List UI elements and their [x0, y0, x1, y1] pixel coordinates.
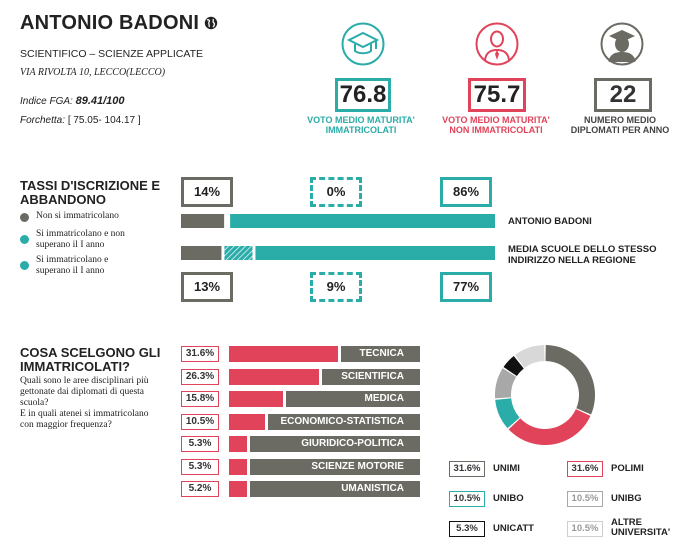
school-type: SCIENTIFICO – SCIENZE APPLICATE [20, 48, 204, 60]
discipline-name-2: MEDICA [364, 393, 404, 404]
range-value: [ 75.05- 104.17 ] [67, 115, 141, 126]
stat-value-enrolled: 76.8 [335, 78, 391, 112]
discipline-bar-red-0 [229, 346, 338, 362]
discipline-pct-4: 5.3% [181, 436, 219, 452]
legend-dot-passed [20, 261, 29, 270]
stat-label-enrolled: VOTO MEDIO MATURITA' IMMATRICOLATI [307, 115, 415, 135]
person-tie-icon [475, 22, 519, 66]
region-dropped-pct: 9% [310, 272, 362, 302]
region-bar-segment-0 [181, 246, 222, 260]
region-passed-pct: 77% [440, 272, 492, 302]
fga-label: Indice FGA: [20, 96, 73, 107]
donut-slice-unibg [495, 368, 517, 399]
discipline-name-0: TECNICA [359, 348, 404, 359]
fga-range: Forchetta: [ 75.05- 104.17 ] [20, 115, 141, 126]
school-name: ANTONIO BADONI [20, 12, 200, 34]
discipline-name-4: GIURIDICO-POLITICA [301, 438, 404, 449]
discipline-bar-1: SCIENTIFICA [322, 368, 420, 385]
discipline-name-1: SCIENTIFICA [341, 370, 404, 382]
graduation-cap-icon [341, 22, 385, 66]
region-bar-label: MEDIA SCUOLE DELLO STESSO INDIRIZZO NELLA… [508, 244, 657, 266]
university-name-unibg: UNIBG [611, 493, 642, 504]
discipline-bar-red-3 [229, 413, 266, 430]
school-bar-segment-2 [230, 214, 495, 228]
donut-slice-altre [514, 345, 545, 368]
legend-dot-dropped [20, 235, 29, 244]
university-pct-unibo: 10.5% [449, 491, 485, 507]
school-not-enrolled-pct: 14% [181, 177, 233, 207]
enrollment-title: TASSI D'ISCRIZIONE E ABBANDONO [20, 178, 161, 207]
region-bar-segment-1 [224, 246, 253, 260]
discipline-bar-red-4 [229, 436, 248, 452]
graduate-person-icon [600, 22, 644, 66]
legend-passed: Si immatricolano e superano il I anno [36, 255, 109, 276]
discipline-name-3: ECONOMICO-STATISTICA [280, 415, 404, 427]
discipline-pct-5: 5.3% [181, 458, 219, 475]
university-name-unicatt: UNICATT [493, 523, 534, 534]
stat-label-graduates: NUMERO MEDIO DIPLOMATI PER ANNO [570, 115, 670, 135]
donut-slice-unibo [495, 398, 520, 429]
donut-slice-unimi [545, 345, 595, 415]
discipline-bar-red-5 [229, 458, 248, 475]
school-bar-label: ANTONIO BADONI [508, 216, 592, 227]
university-pct-unibg: 10.5% [567, 491, 603, 507]
discipline-pct-0: 31.6% [181, 346, 219, 362]
donut-slice-unicatt [503, 355, 524, 376]
school-address: VIA RIVOLTA 10, LECCO(LECCO) [20, 67, 166, 78]
fga-index: Indice FGA: 89.41/100 [20, 95, 125, 107]
university-name-unibo: UNIBO [493, 493, 524, 504]
discipline-bar-6: UMANISTICA [249, 481, 420, 497]
discipline-pct-2: 15.8% [181, 391, 219, 407]
stat-value-graduates: 22 [594, 78, 652, 112]
range-label: Forchetta: [20, 115, 66, 126]
school-bar-segment-0 [181, 214, 225, 228]
discipline-bar-red-6 [229, 481, 247, 497]
enrollment-bars [181, 214, 495, 260]
discipline-bar-5: SCIENZE MOTORIE [250, 458, 420, 475]
stat-label-not-enrolled: VOTO MEDIO MATURITA' NON IMMATRICOLATI [442, 115, 550, 135]
legend-dot-not-enrolled [20, 213, 29, 222]
discipline-bar-2: MEDICA [286, 391, 420, 407]
university-name-polimi: POLIMI [611, 463, 644, 474]
university-name-unimi: UNIMI [493, 463, 520, 474]
donut-slice-polimi [508, 409, 591, 445]
discipline-bar-red-2 [229, 391, 284, 407]
discipline-bar-0: TECNICA [340, 346, 420, 362]
discipline-name-5: SCIENZE MOTORIE [311, 460, 404, 472]
university-name-altre: ALTRE UNIVERSITA' [611, 517, 671, 538]
discipline-pct-6: 5.2% [181, 481, 219, 497]
discipline-bar-red-1 [229, 368, 320, 385]
region-bar-segment-2 [255, 246, 495, 260]
discipline-pct-3: 10.5% [181, 413, 219, 430]
discipline-pct-1: 26.3% [181, 368, 219, 385]
discipline-bar-3: ECONOMICO-STATISTICA [268, 413, 420, 430]
university-pct-unimi: 31.6% [449, 461, 485, 477]
legend-dropped: Si immatricolano e non superano il I anno [36, 229, 125, 250]
university-pct-altre: 10.5% [567, 521, 603, 537]
disciplines-description: Quali sono le aree disciplinari più gett… [20, 376, 149, 430]
university-pct-unicatt: 5.3% [449, 521, 485, 537]
universities-donut-chart [495, 345, 595, 445]
school-passed-pct: 86% [440, 177, 492, 207]
region-not-enrolled-pct: 13% [181, 272, 233, 302]
university-pct-polimi: 31.6% [567, 461, 603, 477]
school-dropped-pct: 0% [310, 177, 362, 207]
fga-value: 89.41/100 [75, 95, 125, 107]
globe-icon[interactable] [204, 16, 218, 30]
stat-value-not-enrolled: 75.7 [468, 78, 526, 112]
discipline-name-6: UMANISTICA [341, 483, 404, 494]
disciplines-title: COSA SCELGONO GLI IMMATRICOLATI? [20, 345, 161, 374]
discipline-bar-4: GIURIDICO-POLITICA [250, 436, 420, 452]
legend-not-enrolled: Non si immatricolano [36, 211, 119, 221]
